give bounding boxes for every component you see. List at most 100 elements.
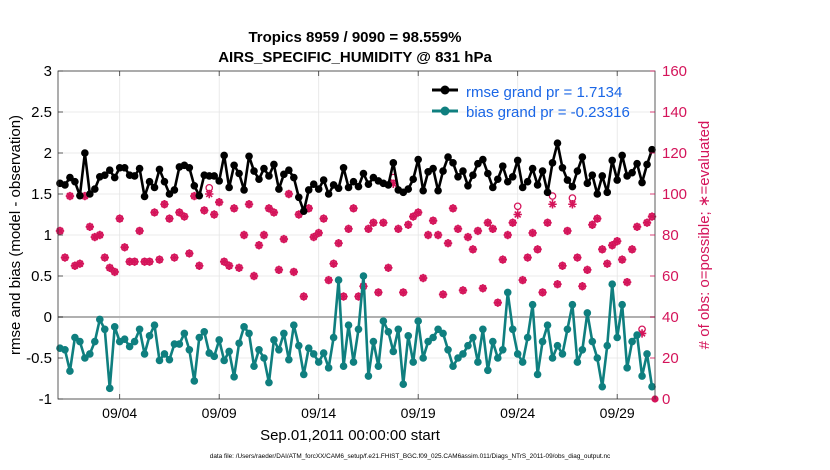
evaluated-obs-point (274, 265, 284, 275)
y-tick-label: 0 (44, 309, 52, 326)
bias-point (230, 373, 238, 381)
evaluated-obs-point (145, 257, 154, 266)
bias-point (349, 358, 358, 366)
bias-point (240, 323, 248, 331)
rmse-point (439, 167, 447, 175)
evaluated-obs-point (264, 204, 274, 213)
evaluated-obs-point (647, 212, 657, 221)
rmse-point (409, 175, 418, 184)
evaluated-obs-point (175, 208, 184, 217)
rmse-point (613, 176, 621, 184)
rmse-point (324, 190, 333, 198)
bias-point (255, 346, 263, 354)
evaluated-obs-point (588, 220, 597, 229)
evaluated-obs-point (205, 189, 214, 199)
rmse-point (309, 180, 318, 188)
bias-point (409, 358, 418, 366)
evaluated-obs-point (304, 204, 313, 213)
x-tick-label: 09/09 (202, 405, 237, 421)
bias-point (175, 340, 184, 348)
rmse-point (294, 193, 303, 202)
evaluated-obs-point (448, 204, 458, 213)
evaluated-obs-point (160, 200, 169, 209)
bias-point (583, 309, 592, 317)
evaluated-obs-point (210, 210, 219, 219)
rmse-point (459, 167, 467, 175)
rmse-point (76, 191, 84, 200)
bias-point (623, 364, 631, 372)
evaluated-obs-point (399, 288, 408, 297)
rmse-point (299, 207, 308, 216)
rmse-point (523, 177, 532, 186)
bias-point (280, 329, 288, 338)
evaluated-obs-point (369, 218, 378, 227)
bias-point (538, 337, 547, 346)
bias-point (459, 350, 467, 358)
rmse-point (573, 167, 582, 175)
rmse-point (434, 186, 442, 195)
evaluated-obs-point (468, 245, 478, 254)
rmse-point (404, 185, 413, 193)
bias-point (215, 336, 223, 344)
bias-point (86, 350, 94, 358)
evaluated-obs-point (568, 200, 577, 209)
bias-point (339, 362, 348, 371)
bias-point (553, 341, 562, 350)
evaluated-obs-point (339, 292, 348, 301)
bias-point (469, 333, 477, 342)
evaluated-obs-point (428, 216, 438, 225)
rmse-point (185, 163, 194, 172)
evaluated-obs-point (195, 261, 204, 270)
bias-point (618, 300, 626, 309)
rmse-point (120, 163, 129, 172)
evaluated-obs-point (85, 222, 95, 231)
rmse-point (91, 185, 99, 193)
rmse-point (469, 171, 477, 179)
rmse-point (230, 161, 238, 170)
bias-point (419, 354, 427, 362)
data-file-footer: data file: /Users/raeder/DAI/ATM_forcXX/… (210, 453, 611, 460)
right-y-axis-label: # of obs: o=possible; ∗=evaluated (696, 121, 713, 350)
rmse-point (240, 186, 248, 194)
bias-point (533, 370, 542, 379)
bias-point (334, 276, 343, 284)
bias-point (210, 352, 219, 361)
bias-point (354, 325, 363, 334)
bias-point (498, 346, 507, 354)
rmse-point (275, 185, 283, 193)
bias-point (120, 335, 129, 343)
bias-point (543, 321, 552, 330)
bias-point (474, 358, 482, 366)
rmse-point (314, 185, 323, 193)
rmse-point (538, 167, 547, 175)
bias-point (568, 300, 577, 309)
evaluated-obs-point (453, 224, 463, 234)
legend-bias-marker (440, 106, 450, 116)
evaluated-obs-point (55, 226, 65, 236)
rmse-point (250, 167, 258, 175)
evaluated-obs-point (180, 212, 189, 221)
evaluated-obs-point (404, 220, 413, 229)
rmse-point (429, 164, 437, 173)
rmse-point (270, 160, 278, 169)
y-tick-label: 0.5 (31, 268, 52, 285)
chart-subtitle: AIRS_SPECIFIC_HUMIDITY @ 831 hPa (218, 49, 492, 66)
rmse-point (190, 182, 199, 190)
evaluated-obs-series (55, 179, 659, 403)
rmse-point (71, 177, 79, 186)
bias-point (523, 333, 532, 342)
bias-point (479, 325, 487, 334)
bias-point (573, 358, 582, 366)
evaluated-obs-point (617, 255, 627, 264)
evaluated-obs-point (543, 218, 552, 227)
rmse-point (339, 163, 348, 172)
rmse-point (563, 176, 572, 184)
bias-point (359, 272, 368, 280)
rmse-point (553, 139, 562, 147)
bias-point (608, 280, 617, 289)
rmse-point (603, 188, 612, 197)
evaluated-obs-point (413, 208, 423, 217)
bias-point (638, 372, 646, 380)
rmse-point (513, 156, 522, 165)
evaluated-obs-point (483, 218, 493, 227)
